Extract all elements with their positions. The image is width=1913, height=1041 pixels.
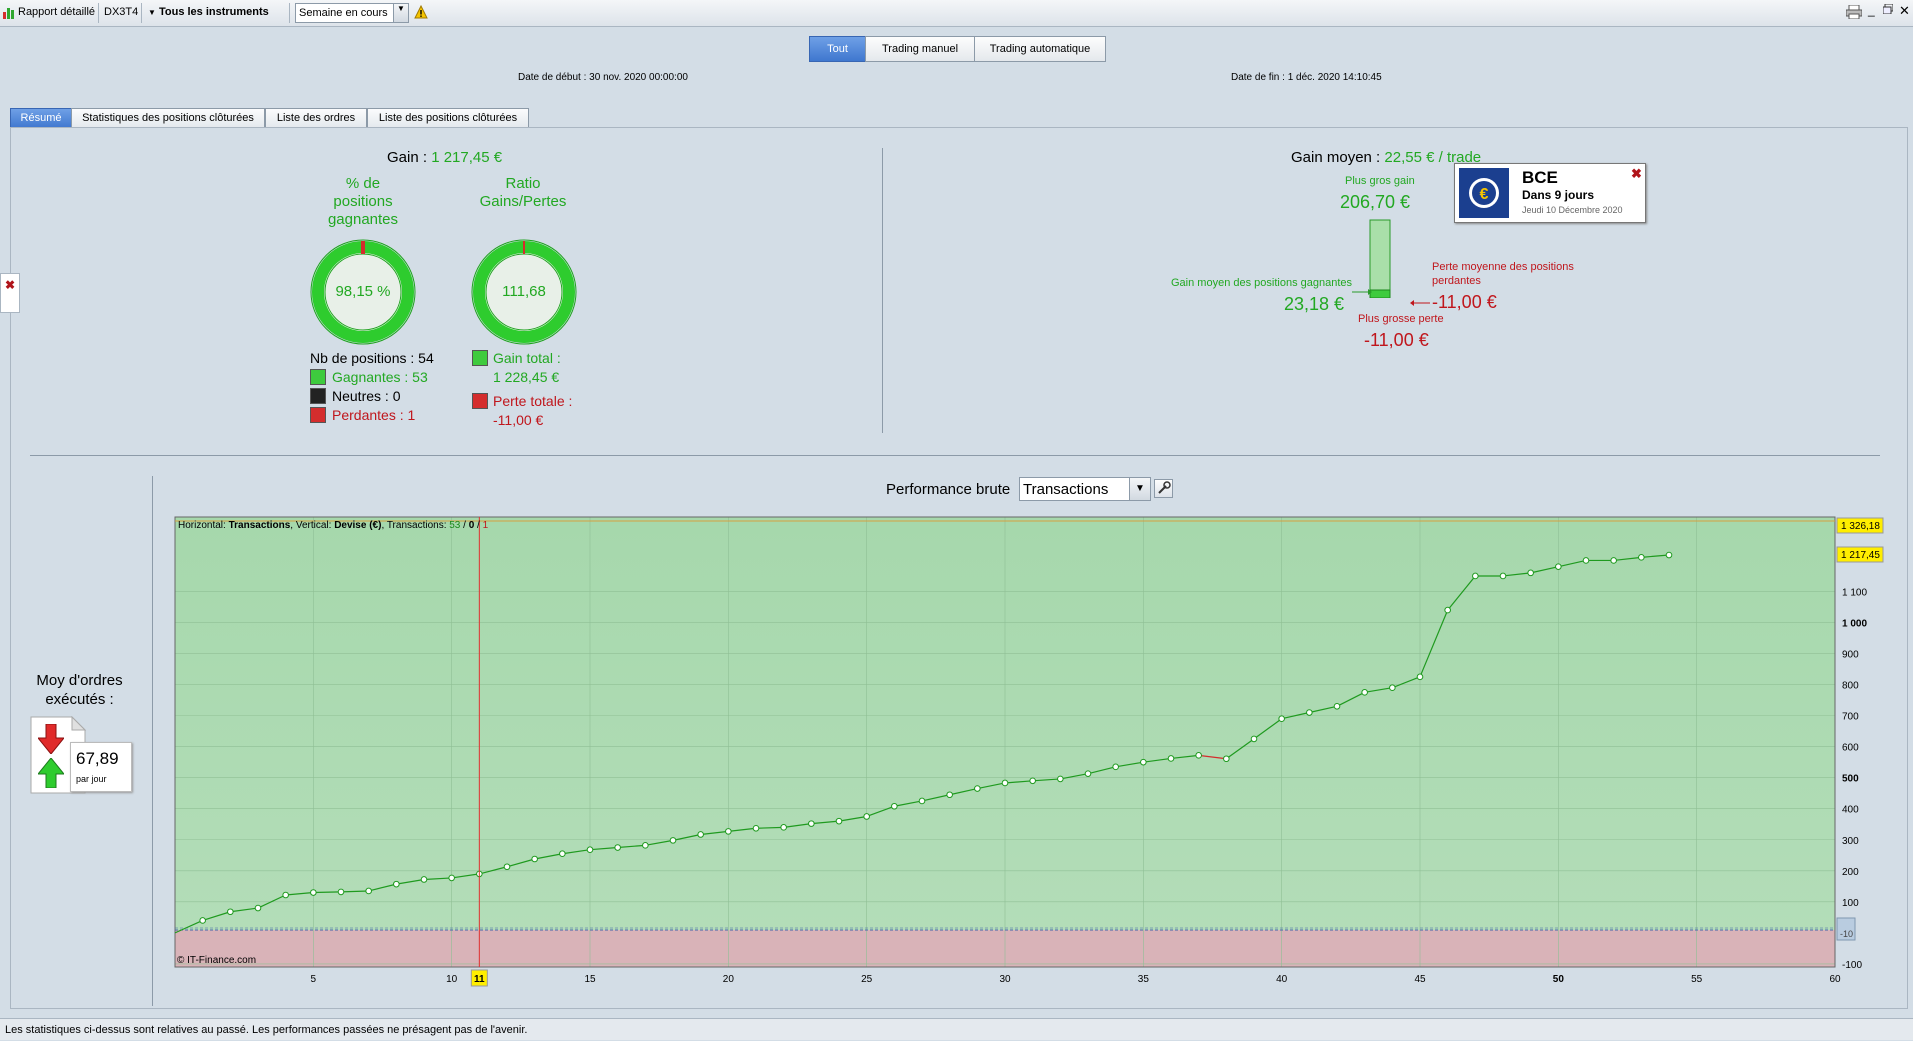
ratio-value: 111,68 [502, 283, 546, 300]
gain-moyen-label: Gain moyen : [1291, 149, 1385, 166]
gain-line: Gain : 1 217,45 € [387, 149, 502, 166]
orders-label: Moy d'ordres exécutés : [36, 672, 123, 708]
chart-section-divider [152, 476, 153, 1006]
close-icon[interactable]: ✕ [1899, 3, 1910, 18]
gain-moyen-gagnantes-label: Gain moyen des positions gagnantes [1171, 277, 1353, 289]
wrench-icon [1158, 481, 1171, 494]
tab-liste-positions[interactable]: Liste des positions clôturées [367, 108, 529, 128]
plus-gros-gain-value: 206,70 € [1340, 192, 1411, 212]
minimize-icon[interactable]: _ [1868, 3, 1875, 17]
svg-text:€: € [1480, 186, 1489, 203]
start-date: Date de début : 30 nov. 2020 00:00:00 [518, 72, 688, 83]
nb-positions: Nb de positions : 54 [310, 350, 434, 366]
orders-value: 67,89 [76, 749, 119, 768]
instruments-label: Tous les instruments [158, 6, 269, 18]
ratio-title: Ratio Gains/Pertes [479, 175, 567, 210]
print-icon[interactable] [1845, 4, 1863, 22]
gain-moyen-gagnantes-value: 23,18 € [1284, 294, 1345, 314]
side-close-button[interactable]: ✖ [0, 273, 20, 313]
legend-neutres-swatch [310, 388, 326, 404]
gain-moyen-line: Gain moyen : 22,55 € / trade [1291, 149, 1481, 166]
instruments-dropdown[interactable]: ▼ Tous les instruments [148, 6, 269, 18]
plus-grosse-perte-value: -11,00 € [1364, 330, 1429, 350]
arrow-up-icon [38, 758, 64, 788]
legend-neutres: Neutres : 0 [332, 388, 401, 404]
perte-totale-label: Perte totale : [493, 393, 573, 409]
chart-mode-value: Transactions [1023, 481, 1109, 498]
footer-disclaimer: Les statistiques ci-dessus sont relative… [0, 1018, 1913, 1040]
chart-mode-select[interactable]: Transactions ▼ [1019, 477, 1151, 501]
warning-icon[interactable] [414, 4, 428, 22]
ratio-gauge [471, 239, 577, 345]
close-icon[interactable]: ✖ [1631, 166, 1642, 181]
bce-popup[interactable]: € BCE Dans 9 jours Jeudi 10 Décembre 202… [1454, 163, 1646, 223]
gain-moyen-value: 22,55 € / trade [1384, 149, 1482, 166]
legend-gagnantes: Gagnantes : 53 [332, 369, 428, 385]
gain-loss-bar [1369, 219, 1391, 298]
restore-icon[interactable] [1882, 3, 1894, 17]
account-label[interactable]: DX3T4 [104, 6, 139, 18]
filter-trading-automatique[interactable]: Trading automatique [974, 36, 1106, 62]
close-icon: ✖ [5, 278, 16, 292]
popup-date: Jeudi 10 Décembre 2020 [1522, 205, 1623, 215]
gain-total-value: 1 228,45 € [493, 369, 560, 385]
plus-gros-gain-label: Plus gros gain [1345, 175, 1415, 187]
perte-moyenne-label: Perte moyenne des positions perdantes [1432, 261, 1574, 287]
plus-grosse-perte-label: Plus grosse perte [1358, 313, 1444, 325]
arrow-perte-moyenne-icon [1410, 300, 1430, 306]
filter-trading-manuel[interactable]: Trading manuel [865, 36, 975, 62]
perte-moyenne-value: -11,00 € [1432, 292, 1497, 312]
period-select[interactable]: Semaine en cours ▼ [295, 3, 409, 23]
orders-value-box: 67,89 par jour [70, 742, 132, 792]
gain-total-label: Gain total : [493, 350, 561, 366]
popup-subtitle: Dans 9 jours [1522, 188, 1595, 202]
popup-title: BCE [1522, 168, 1558, 187]
perte-totale-swatch [472, 393, 488, 409]
chevron-down-icon: ▼ [1129, 478, 1150, 500]
legend-perdantes-swatch [310, 407, 326, 423]
tab-resume[interactable]: Résumé [10, 108, 72, 128]
chevron-down-icon: ▼ [148, 8, 156, 17]
pct-gauge [310, 239, 416, 345]
chart-title: Performance brute [886, 481, 1011, 498]
section-divider [30, 455, 1880, 456]
tab-statistiques[interactable]: Statistiques des positions clôturées [71, 108, 265, 128]
summary-divider [882, 148, 883, 433]
legend-gagnantes-swatch [310, 369, 326, 385]
gain-label: Gain : [387, 149, 432, 166]
pct-title: % de positions gagnantes [327, 175, 399, 228]
orders-widget: 67,89 par jour [30, 716, 132, 794]
gain-total-swatch [472, 350, 488, 366]
report-label[interactable]: Rapport détaillé [18, 6, 96, 18]
pct-value: 98,15 % [335, 283, 391, 300]
legend-perdantes: Perdantes : 1 [332, 407, 416, 423]
toolbar: Rapport détaillé DX3T4 ▼ Tous les instru… [0, 0, 1913, 27]
filter-tout[interactable]: Tout [809, 36, 866, 62]
chart-settings-button[interactable] [1154, 479, 1173, 498]
summary-panel [10, 127, 1908, 1009]
report-icon [3, 6, 15, 19]
period-value: Semaine en cours [299, 7, 388, 19]
arrow-gain-moyen-icon [1352, 289, 1372, 295]
orders-unit: par jour [76, 774, 107, 784]
perte-totale-value: -11,00 € [493, 412, 544, 428]
ecb-logo-icon: € [1459, 168, 1509, 218]
arrow-down-icon [38, 724, 64, 754]
tab-liste-ordres[interactable]: Liste des ordres [265, 108, 367, 128]
gain-value: 1 217,45 € [431, 149, 503, 166]
end-date: Date de fin : 1 déc. 2020 14:10:45 [1231, 72, 1382, 83]
chevron-down-icon: ▼ [393, 4, 408, 22]
